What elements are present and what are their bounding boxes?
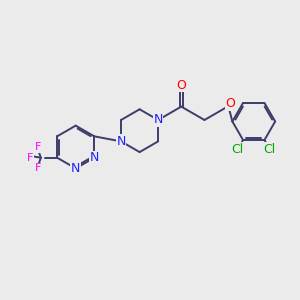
Text: N: N (153, 113, 163, 127)
Text: O: O (226, 97, 236, 110)
Text: N: N (116, 135, 126, 148)
Text: N: N (89, 151, 99, 164)
Text: N: N (71, 162, 80, 175)
Text: F: F (27, 153, 34, 163)
Text: F: F (35, 163, 41, 173)
Text: O: O (176, 79, 186, 92)
Text: F: F (35, 142, 41, 152)
Text: Cl: Cl (232, 142, 244, 155)
Text: Cl: Cl (263, 142, 276, 155)
